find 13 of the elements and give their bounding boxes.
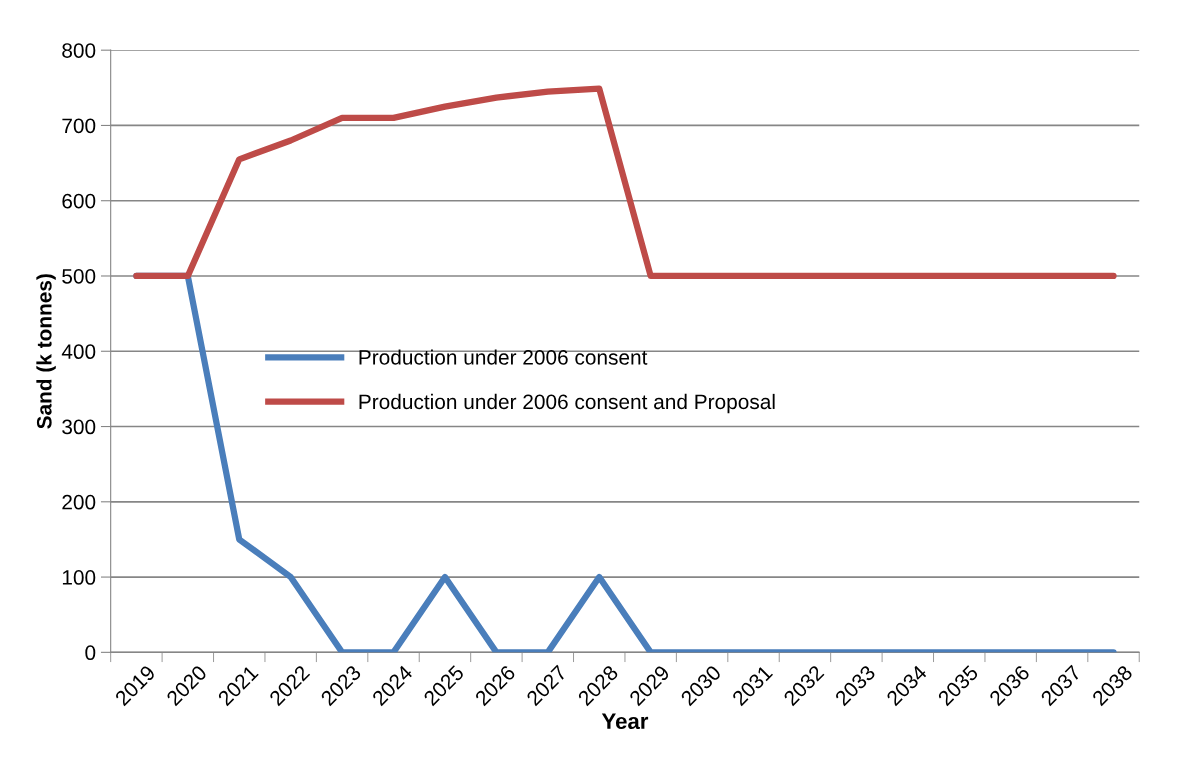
legend-label: Production under 2006 consent and Proposal [359, 393, 775, 414]
y-tick-label: 100 [62, 570, 96, 585]
y-tick-label: 800 [62, 43, 96, 58]
legend-label: Production under 2006 consent [359, 349, 648, 365]
y-tick-label: 700 [62, 118, 96, 134]
y-tick-label: 300 [62, 419, 96, 435]
y-tick-label: 0 [85, 645, 96, 661]
y-tick-label: 600 [62, 193, 96, 209]
y-tick-label: 500 [62, 268, 96, 284]
y-axis-title: Sand (k tonnes) [36, 274, 56, 429]
y-tick-label: 200 [62, 494, 96, 510]
x-axis-title: Year [601, 713, 649, 730]
y-tick-label: 400 [61, 344, 96, 360]
